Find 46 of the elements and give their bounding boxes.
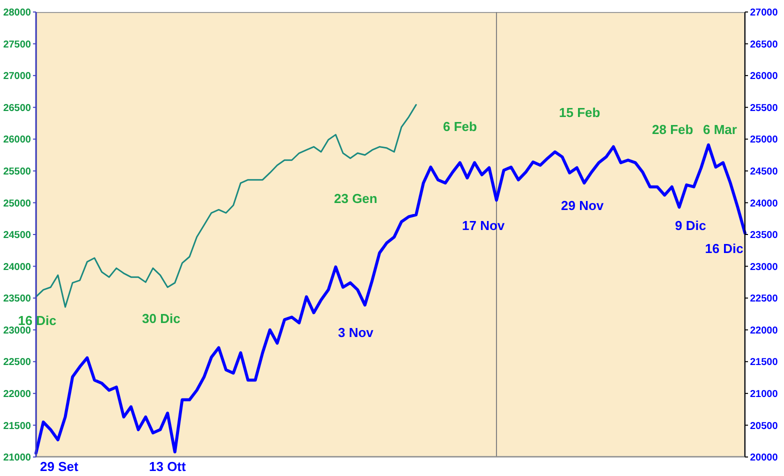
y-tick-label: 24000: [3, 262, 32, 273]
y2-tick-label: 24000: [750, 198, 778, 210]
y2-tick-label: 23000: [750, 262, 778, 273]
y-tick-label: 23000: [3, 325, 32, 336]
annotation: 15 Feb: [559, 105, 600, 120]
annotation: 28 Feb: [652, 122, 694, 137]
y2-tick-label: 26500: [750, 39, 778, 50]
y2-tick-label: 20500: [750, 420, 778, 432]
annotation: 9 Dic: [675, 218, 706, 233]
y-tick-label: 27000: [3, 71, 32, 82]
y2-tick-label: 25000: [750, 134, 778, 146]
y2-tick-label: 27000: [750, 8, 778, 19]
y-tick-label: 28000: [3, 8, 32, 19]
line-series: [35, 104, 417, 308]
y-tick-label: 26500: [3, 102, 32, 114]
annotation: 6 Feb: [443, 119, 477, 134]
annotation: 30 Dic: [142, 311, 180, 326]
annotation: 16 Dic: [18, 313, 56, 328]
y-tick-label: 26000: [3, 134, 32, 146]
annotation: 17 Nov: [462, 218, 505, 233]
y2-tick-label: 21000: [750, 388, 778, 400]
y2-tick-label: 22000: [750, 325, 778, 336]
y2-tick-label: 25500: [750, 102, 778, 114]
y-tick-label: 27500: [3, 39, 32, 50]
y-tick-label: 24500: [3, 230, 32, 242]
y2-tick-label: 24500: [750, 166, 778, 178]
y-tick-label: 25500: [3, 166, 32, 178]
y-tick-label: 25000: [3, 198, 32, 210]
y-tick-label: 21500: [3, 420, 32, 432]
annotation: 3 Nov: [338, 325, 374, 340]
y-tick-label: 23500: [3, 294, 32, 305]
y2-tick-label: 22500: [750, 294, 778, 305]
y2-tick-label: 21500: [750, 357, 778, 368]
y2-tick-label: 23500: [750, 230, 778, 242]
y-tick-label: 22000: [3, 388, 32, 400]
line-series: [34, 143, 746, 455]
annotation: 23 Gen: [334, 191, 378, 206]
text: 13 Ott: [149, 459, 186, 474]
annotation: 6 Mar: [703, 122, 737, 137]
annotation: 16 Dic: [705, 241, 744, 256]
y-tick-label: 21000: [3, 452, 32, 464]
y-tick-label: 22500: [3, 357, 32, 368]
y2-tick-label: 26000: [750, 71, 778, 82]
y2-tick-label: 20000: [750, 452, 778, 464]
annotation: 29 Nov: [561, 198, 604, 213]
text: 29 Set: [40, 459, 78, 474]
